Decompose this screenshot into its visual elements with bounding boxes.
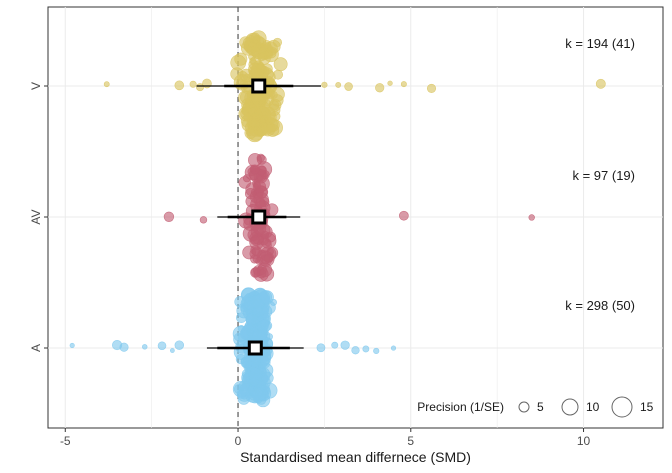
k-label: k = 97 (19)	[572, 168, 635, 183]
mean-estimate	[247, 340, 263, 356]
effect-size-point	[253, 181, 262, 190]
effect-size-point	[199, 216, 208, 224]
y-tick-label: AV	[29, 209, 43, 224]
effect-size-point	[174, 80, 185, 91]
effect-size-point	[321, 81, 328, 88]
effect-size-point	[351, 346, 360, 355]
effect-size-point	[189, 80, 197, 88]
effect-size-point	[238, 176, 251, 189]
effect-size-point	[248, 52, 256, 61]
x-tick-label: 5	[407, 434, 414, 448]
effect-size-point	[252, 43, 261, 51]
effect-size-point	[251, 294, 266, 309]
effect-size-point	[257, 319, 271, 334]
effect-size-point	[249, 165, 257, 173]
legend: Precision (1/SE) 5 10 15	[417, 396, 654, 418]
legend-size-label: 15	[640, 400, 654, 414]
k-label: k = 298 (50)	[565, 298, 635, 313]
effect-size-point	[373, 347, 380, 355]
legend-size-key	[518, 401, 530, 413]
effect-size-point	[255, 256, 264, 265]
summary-estimates	[196, 78, 321, 356]
effect-size-point	[119, 342, 129, 352]
effect-size-point	[238, 380, 250, 392]
effect-size-point	[261, 63, 273, 75]
effect-size-point	[362, 345, 370, 353]
effect-size-point	[142, 344, 148, 350]
effect-size-point	[400, 81, 407, 88]
effect-size-point	[251, 267, 262, 278]
legend-title: Precision (1/SE)	[417, 400, 504, 414]
effect-size-point	[256, 125, 268, 137]
effect-size-point	[250, 235, 261, 245]
effect-size-point	[250, 245, 261, 256]
y-tick-label: V	[29, 82, 43, 90]
effect-size-point	[170, 348, 175, 353]
effect-size-point	[69, 342, 75, 348]
x-tick-label: -5	[60, 434, 71, 448]
effect-size-point	[270, 87, 285, 102]
legend-size-label: 10	[586, 400, 600, 414]
legend-size-label: 5	[537, 400, 544, 414]
effect-size-point	[103, 81, 110, 88]
mean-estimate	[251, 209, 267, 225]
effect-size-point	[157, 341, 167, 351]
effect-size-point	[174, 340, 185, 350]
effect-size-point	[252, 387, 266, 402]
effect-size-point	[375, 83, 385, 93]
legend-size-key	[561, 398, 579, 416]
effect-size-point	[250, 377, 259, 387]
effect-size-point	[331, 341, 339, 349]
effect-size-point	[273, 57, 288, 72]
effect-size-point	[260, 246, 277, 263]
effect-size-point	[340, 340, 350, 350]
effect-size-point	[163, 211, 175, 222]
effect-size-point	[335, 82, 342, 88]
effect-size-point	[264, 50, 273, 60]
effect-size-point	[316, 343, 326, 353]
effect-size-point	[246, 313, 259, 326]
effect-size-point	[254, 106, 271, 123]
effect-size-point	[399, 210, 409, 221]
x-axis-title: Standardised mean differnece (SMD)	[240, 449, 471, 465]
axes: V AV A -5 0 5 10	[29, 82, 591, 448]
effect-size-point	[528, 214, 535, 221]
y-tick-label: A	[29, 344, 43, 352]
effect-size-point	[390, 345, 397, 351]
effect-size-point	[426, 83, 437, 93]
effect-size-point	[595, 78, 606, 89]
k-labels: k = 194 (41) k = 97 (19) k = 298 (50)	[565, 36, 635, 313]
effect-size-point	[344, 82, 353, 91]
effect-size-point	[261, 371, 274, 385]
effect-size-point	[387, 80, 393, 86]
effect-size-point	[248, 153, 262, 168]
x-tick-label: 0	[235, 434, 242, 448]
legend-size-key	[611, 396, 633, 418]
k-label: k = 194 (41)	[565, 36, 635, 51]
x-tick-label: 10	[577, 434, 591, 448]
mean-estimate	[251, 78, 267, 94]
effect-size-point	[202, 78, 212, 89]
effect-size-point	[242, 358, 253, 369]
effect-size-point	[234, 52, 248, 66]
effect-size-point	[244, 188, 257, 200]
effect-size-point	[239, 68, 253, 83]
